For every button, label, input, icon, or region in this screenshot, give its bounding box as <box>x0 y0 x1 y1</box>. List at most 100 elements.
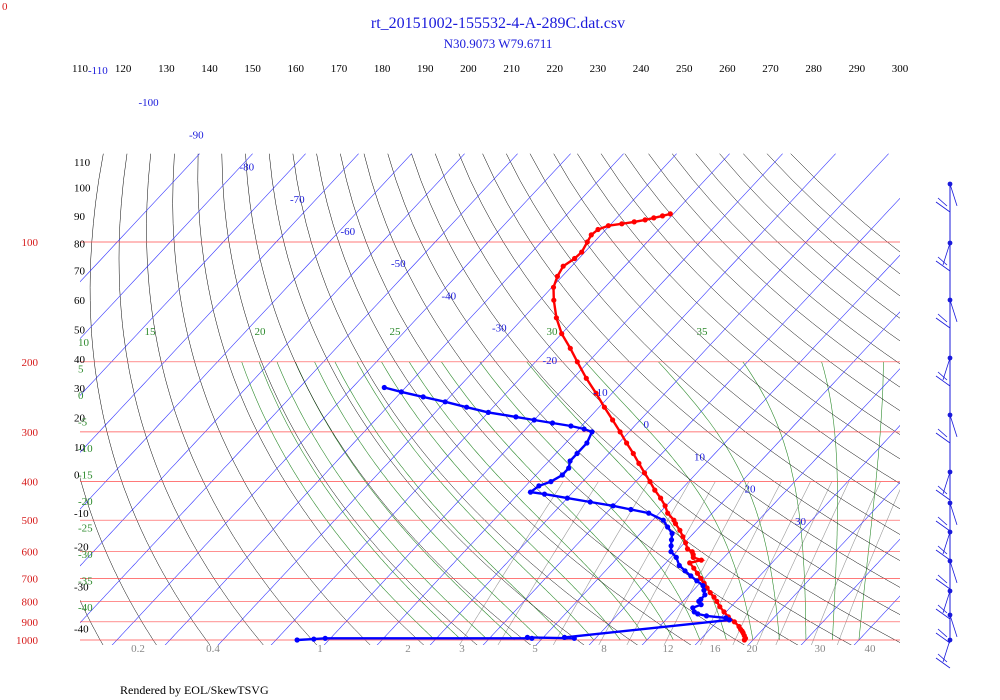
dry-adiabat-line <box>268 153 585 645</box>
isotherm-label: -10 <box>593 387 608 399</box>
dry-adiabat-line <box>0 154 9 649</box>
theta-top-label: 190 <box>417 63 434 75</box>
dry-adiabat-line <box>118 153 264 645</box>
isotherm-line <box>111 153 571 645</box>
mixing-ratio-line <box>663 481 750 645</box>
moist-adiabat-line <box>314 361 542 641</box>
moist-adiabat-label: -15 <box>78 470 93 482</box>
sounding-line <box>552 212 747 641</box>
dry-adiabat-line <box>172 153 371 645</box>
pressure-label: 800 <box>22 596 39 608</box>
dry-adiabat-line <box>411 153 900 643</box>
moist-adiabat-label: -10 <box>78 443 93 455</box>
isotherm-line <box>904 154 1000 649</box>
isotherm-label: -110 <box>88 65 108 77</box>
isotherm-line <box>80 153 306 396</box>
dry-adiabat-line <box>146 153 318 645</box>
height-label: 30 <box>74 383 86 395</box>
moist-adiabat-label: -40 <box>78 602 93 614</box>
height-label: 20 <box>74 412 86 424</box>
isotherm-label: -70 <box>290 194 305 206</box>
moist-adiabat-line <box>526 361 727 641</box>
isotherm-line <box>800 538 900 645</box>
isotherm-label: 0 <box>644 419 650 431</box>
moist-adiabat-line <box>742 361 807 640</box>
wind-barbs <box>935 181 958 669</box>
mixing-ratio-line <box>756 481 833 645</box>
isotherm-line <box>853 595 900 645</box>
mixing-ratio-label: 1 <box>317 643 323 655</box>
wind-barb <box>935 469 953 501</box>
mixing-ratio-line <box>459 481 564 645</box>
theta-top-label: 120 <box>115 63 132 75</box>
theta-top-label: 290 <box>849 63 866 75</box>
mixing-ratio-line <box>775 481 850 645</box>
moist-adiabat-line <box>258 361 462 641</box>
dry-adiabat-line <box>766 153 900 275</box>
mixing-ratio-lines <box>459 481 900 645</box>
chart-title: rt_20151002-155532-4-A-289C.dat.csv <box>371 15 625 32</box>
theta-top-label: 220 <box>546 63 563 75</box>
dry-adiabat-line <box>482 153 900 561</box>
height-label: -10 <box>74 508 89 520</box>
isotherm-label: -100 <box>139 97 160 109</box>
isotherm-line <box>164 153 624 645</box>
mixing-ratio-line <box>837 489 900 645</box>
theta-top-label: 180 <box>374 63 391 75</box>
wind-barb <box>935 588 953 620</box>
dry-adiabat-line <box>221 153 478 645</box>
isotherm-label: 10 <box>694 451 706 463</box>
mixing-ratio-line <box>497 481 599 645</box>
pressure-label: 100 <box>22 237 39 249</box>
isotherm-label: 30 <box>795 516 807 528</box>
isotherm-label: -30 <box>492 323 507 335</box>
moist-adiabat-label: 20 <box>255 326 267 338</box>
moist-adiabat-label: 35 <box>697 326 709 338</box>
pressure-label: 200 <box>22 357 39 369</box>
mixing-ratio-label: 12 <box>663 643 674 655</box>
isotherm-line <box>429 153 889 645</box>
moist-adiabat-label: 15 <box>145 326 157 338</box>
mixing-ratio-label: 30 <box>815 643 827 655</box>
footer-credit: Rendered by EOL/SkewTSVG <box>120 683 269 697</box>
axis-labels: 110 120 130 140 150 160 170 180 190 200 210 220 230 2… <box>16 63 909 655</box>
theta-top-label: 150 <box>244 63 261 75</box>
moist-adiabat-label: -25 <box>78 523 93 535</box>
height-label: 40 <box>74 354 86 366</box>
corner-label: 0 <box>2 1 8 13</box>
dry-adiabat-line <box>624 153 900 411</box>
height-label: 100 <box>74 183 91 195</box>
theta-top-label: 130 <box>158 63 175 75</box>
isotherm-line <box>694 425 900 645</box>
isotherm-line <box>80 153 412 510</box>
dry-adiabat-line <box>434 153 900 615</box>
moist-adiabat-label: 5 <box>78 364 84 376</box>
isotherm-label: -20 <box>543 355 558 367</box>
isotherm-line <box>376 153 836 645</box>
dry-adiabat-line <box>577 153 900 460</box>
isotherm-line <box>535 254 900 645</box>
theta-top-label: 250 <box>676 63 693 75</box>
theta-top-label: 280 <box>805 63 822 75</box>
height-label: -30 <box>74 582 89 594</box>
wind-barb <box>935 500 958 532</box>
isotherm-label: -90 <box>189 129 204 141</box>
dry-adiabat-line <box>340 153 745 645</box>
sounding-trace <box>550 211 749 643</box>
isotherm-line <box>323 153 783 645</box>
wind-barb <box>935 558 958 590</box>
mixing-ratio-label: 8 <box>601 643 607 655</box>
dry-adiabat-line <box>363 153 799 645</box>
theta-top-label: 140 <box>201 63 218 75</box>
height-label: 10 <box>74 442 86 454</box>
wind-barb <box>935 181 958 213</box>
isotherm-line <box>80 153 465 567</box>
height-label: 80 <box>74 239 86 251</box>
isotherms <box>80 153 1000 649</box>
theta-top-label: 110 <box>72 63 89 75</box>
theta-top-label: 170 <box>331 63 348 75</box>
sounding-trace <box>294 384 734 643</box>
dry-adiabat-line <box>600 153 900 435</box>
height-label: 50 <box>74 325 86 337</box>
